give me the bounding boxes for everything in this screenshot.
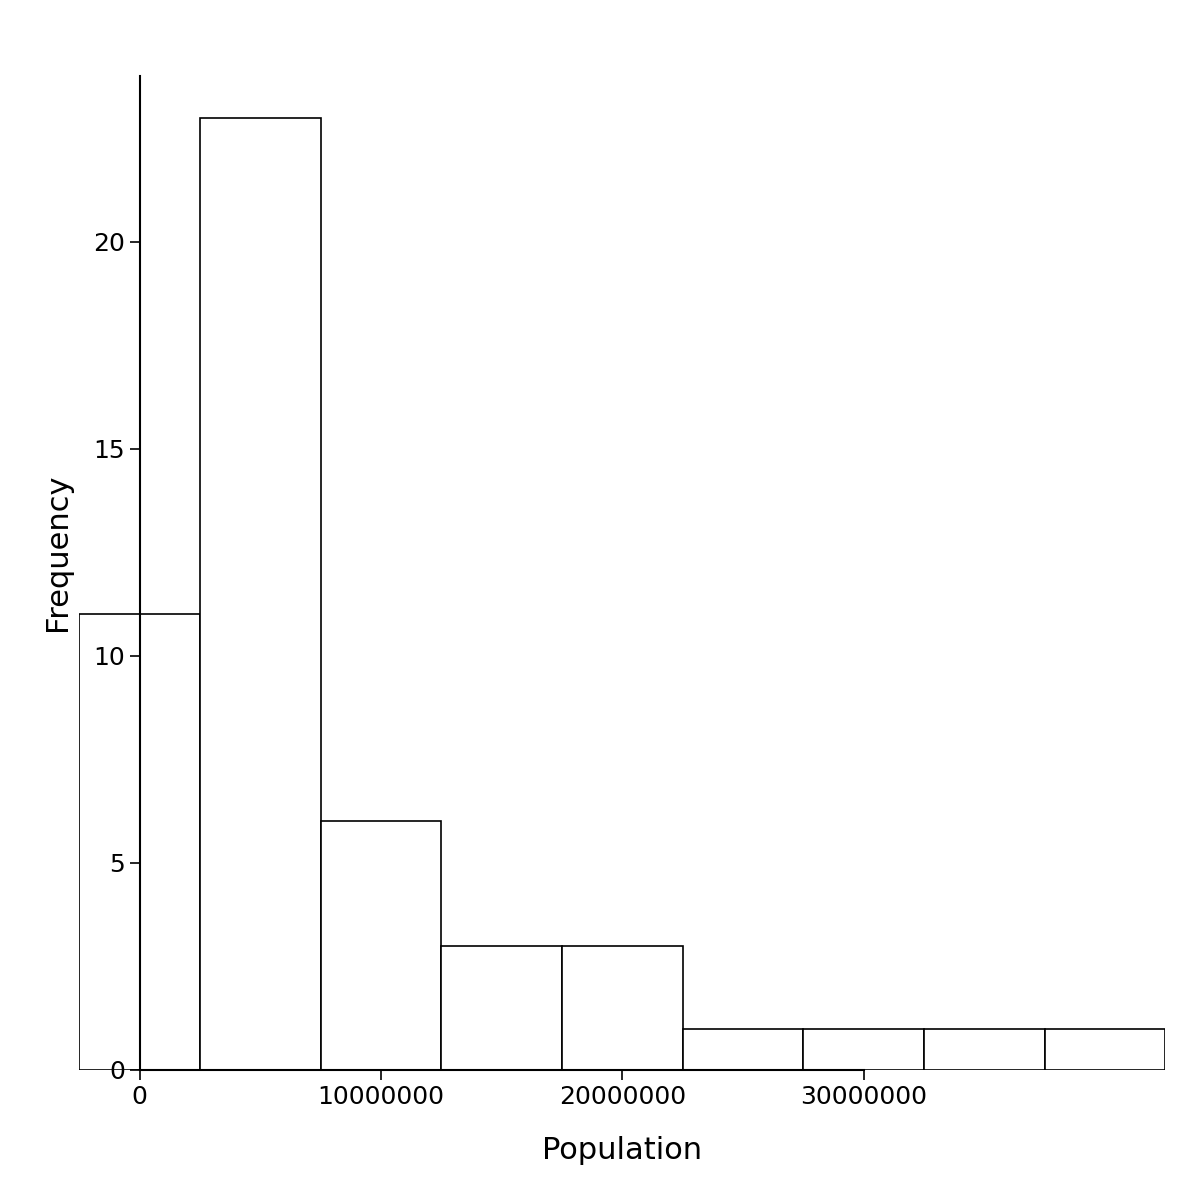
Bar [683, 1028, 803, 1070]
Bar [320, 822, 442, 1070]
Y-axis label: Frequency: Frequency [43, 474, 72, 631]
Bar [79, 614, 200, 1070]
X-axis label: Population: Population [542, 1136, 702, 1165]
Bar [924, 1028, 1045, 1070]
Bar [200, 118, 320, 1070]
Bar [1045, 1028, 1165, 1070]
Bar [562, 946, 683, 1070]
Bar [442, 946, 562, 1070]
Bar [803, 1028, 924, 1070]
